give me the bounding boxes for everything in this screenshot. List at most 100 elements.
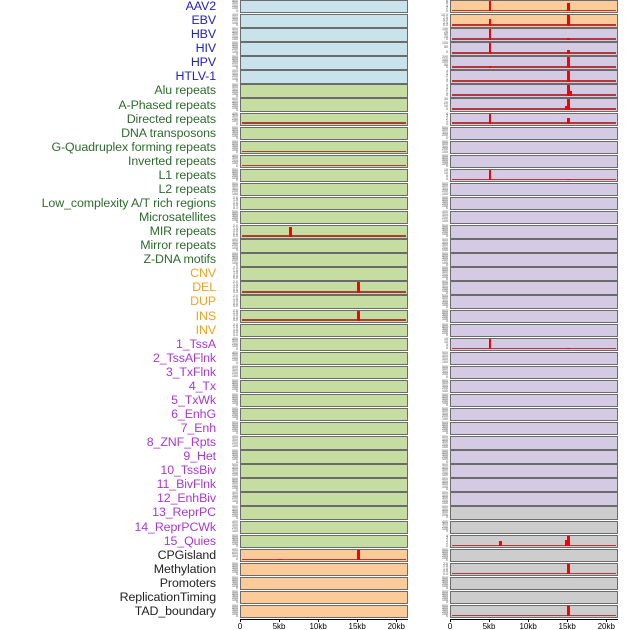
ytick-label: 0 <box>236 65 238 70</box>
ytick-label: 400 <box>232 380 238 385</box>
ytick-label: 500 <box>232 406 238 411</box>
ytick-group-20: 2.0 1.5 1.0 0.5 0.0 <box>219 281 240 294</box>
ytick-label: 500 <box>442 589 448 594</box>
ytick-group-14: 500 400 300 200 100 0 <box>429 195 450 210</box>
ytick-group-35: 400 300 200 100 0 <box>219 492 240 505</box>
ytick-label: 300 <box>232 129 238 134</box>
ytick-label: 500 <box>442 477 448 482</box>
ytick-label: 0 <box>446 121 448 126</box>
ytick-label: 0 <box>236 79 238 84</box>
track-12-enhbiv <box>240 492 408 506</box>
ytick-label: 200 <box>232 89 238 94</box>
track-2-tssaflnk <box>240 351 408 366</box>
ytick-group-41: 500 400 300 200 100 0 <box>219 576 240 590</box>
ytick-label: 400 <box>232 254 238 259</box>
row-label-methylation: Methylation <box>153 561 216 576</box>
ytick-label: 100 <box>232 358 238 363</box>
ytick-label: 500 <box>232 83 238 88</box>
ytick-label: 200 <box>232 413 238 418</box>
ytick-label: 200 <box>442 216 448 221</box>
ytick-label: 400 <box>232 127 238 132</box>
ytick-label: 0.0 <box>233 234 238 239</box>
ytick-label: 100 <box>442 612 448 617</box>
ytick-group-31: 500 400 300 200 100 <box>429 435 450 449</box>
ytick-label: 2 <box>446 116 448 121</box>
ytick-label: 300 <box>442 298 448 303</box>
track-5-txwk <box>450 393 618 408</box>
ytick-label: 300 <box>442 326 448 331</box>
row-label-7-enh: 7_Enh <box>180 421 216 436</box>
ytick-label: 0.0 <box>233 290 238 295</box>
ytick-label: 300 <box>232 468 238 473</box>
track-ebv <box>450 14 618 28</box>
ytick-label: 7.5 <box>443 15 448 20</box>
ytick-label: 300 <box>442 522 448 526</box>
ytick-label: 100 <box>232 176 238 181</box>
ytick-label: 400 <box>442 437 448 442</box>
ytick-label: 0 <box>236 23 238 28</box>
ytick-label: 500 <box>442 421 448 426</box>
ytick-label: 100 <box>442 302 448 307</box>
ytick-label: 0.0 <box>233 332 238 337</box>
ytick-label: 2.0 <box>233 266 238 271</box>
ytick-label: 400 <box>442 310 448 315</box>
ytick-label: 0 <box>236 135 238 140</box>
ytick-label: 100 <box>232 429 238 434</box>
track-dup <box>240 295 408 309</box>
track-low-complexity-a-t-rich-regions <box>240 196 408 211</box>
ytick-label: 15 <box>444 167 448 172</box>
ytick-label: 100 <box>232 49 238 54</box>
track-3-txflnk <box>450 365 618 380</box>
row-label-microsatellites: Microsatellites <box>139 210 216 225</box>
ytick-group-8: 400 300 200 100 0 <box>219 111 240 126</box>
ytick-label: 500 <box>442 603 448 608</box>
track-mir-repeats <box>450 225 618 239</box>
row-label-3-txflnk: 3_TxFlnk <box>165 364 216 379</box>
ytick-label: 500 <box>442 308 448 313</box>
ytick-label: 100 <box>232 513 238 518</box>
row-label-low-complexity-a-t-rich-regions: Low_complexity A/T rich regions <box>41 195 216 210</box>
ytick-label: 500 <box>442 195 448 200</box>
ytick-label: 300 <box>232 240 238 245</box>
ytick-label: 0 <box>236 360 238 365</box>
ytick-label: 2.0 <box>443 561 448 566</box>
track-l1-repeats <box>450 168 618 183</box>
ytick-label: 100 <box>442 191 448 196</box>
ytick-group-4: 200 150 100 50 0 <box>429 56 450 69</box>
ytick-label: 400 <box>232 141 238 146</box>
ytick-label: 400 <box>232 519 238 524</box>
ytick-label: 500 <box>232 603 238 608</box>
ytick-label: 400 <box>232 111 238 116</box>
left-panel: 400 300 200 100 0 400 300 200 100 0 500 400 300 200 10… <box>219 0 419 630</box>
track-4-tx <box>240 379 408 394</box>
ytick-label: 100 <box>232 528 238 533</box>
ytick-group-11: 500 400 300 200 100 0 <box>429 154 450 168</box>
row-label-del: DEL <box>192 280 216 295</box>
ytick-group-37: 400 300 200 100 <box>219 519 240 534</box>
track-peak <box>565 105 568 110</box>
track-l2-repeats <box>450 182 618 197</box>
ytick-label: 200 <box>442 610 448 615</box>
ytick-group-42: 500 400 300 200 100 0 <box>429 589 450 604</box>
ytick-label: 1 <box>446 541 448 546</box>
ytick-label: 1.0 <box>443 566 448 571</box>
ytick-group-42: 500 400 300 200 100 0 <box>219 590 240 604</box>
xtick-label: 10kb <box>309 622 327 630</box>
ytick-group-26: 400 300 200 100 <box>219 365 240 379</box>
ytick-label: 2 <box>446 74 448 79</box>
ytick-group-31: 400 300 200 100 <box>219 435 240 449</box>
row-label-hiv: HIV <box>195 41 216 56</box>
ytick-label: 50 <box>444 62 448 67</box>
ytick-group-9: 500 400 300 200 0 <box>429 126 450 140</box>
track-14-reprpcwk <box>240 520 408 534</box>
track-ins <box>240 309 408 323</box>
xtick-mark <box>318 619 320 622</box>
ytick-label: 0.5 <box>233 330 238 335</box>
ytick-label: 3 <box>446 114 448 119</box>
ytick-group-2: 500 400 300 200 100 <box>219 28 240 41</box>
ytick-label: 100 <box>442 401 448 406</box>
ytick-group-5: 400 300 200 100 0 <box>219 70 240 83</box>
track-tad-boundary <box>450 604 618 619</box>
